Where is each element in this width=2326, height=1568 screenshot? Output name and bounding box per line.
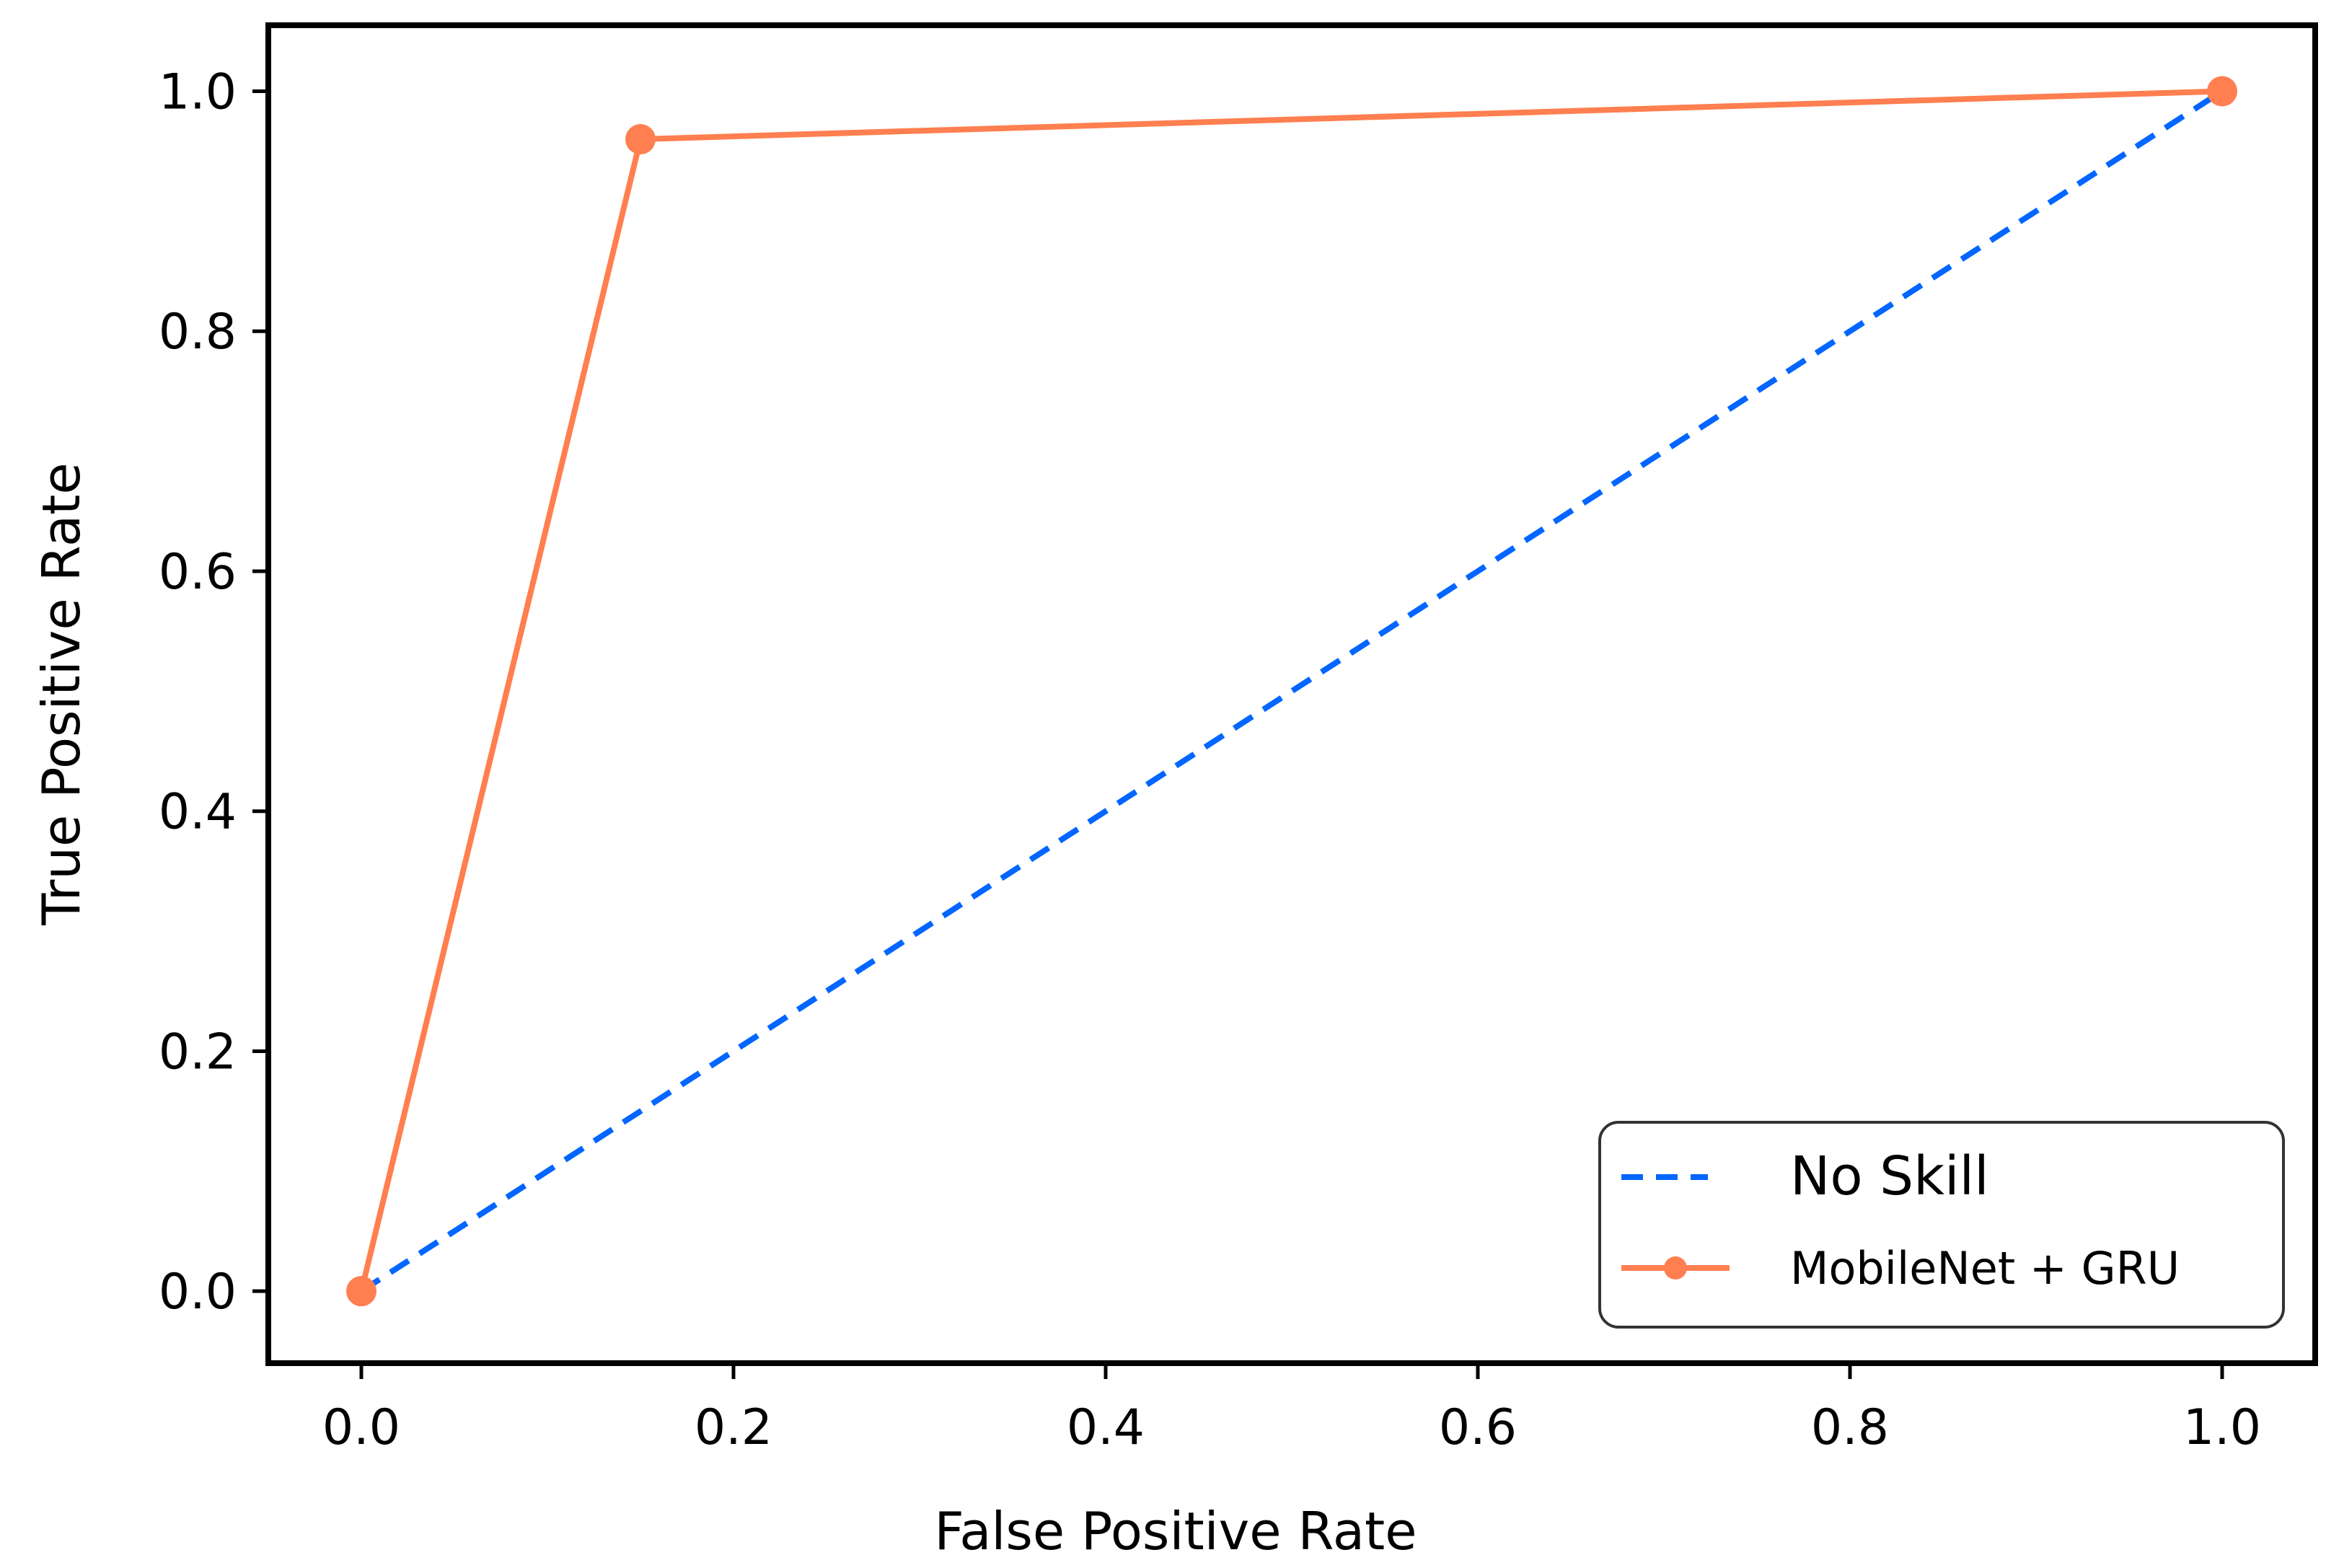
y-tick-label: 0.4	[159, 784, 237, 841]
model-roc-point	[346, 1276, 376, 1307]
x-tick-label: 0.2	[695, 1399, 772, 1456]
legend: No Skill MobileNet + GRU	[1598, 1121, 2285, 1329]
model-roc-point	[2207, 76, 2237, 107]
series-layer	[346, 76, 2237, 1307]
legend-model-label: MobileNet + GRU	[1790, 1242, 2180, 1295]
y-tick-label: 0.8	[159, 304, 237, 361]
no-skill-line	[359, 89, 2224, 1294]
plot-frame	[265, 22, 2318, 1366]
x-tick-label: 0.6	[1439, 1399, 1517, 1456]
y-tick-label: 0.6	[159, 544, 237, 601]
y-tick-label: 0.2	[159, 1023, 237, 1080]
legend-box	[1598, 1121, 2285, 1329]
y-tick-label: 0.0	[159, 1264, 237, 1321]
legend-no-skill-label: No Skill	[1790, 1145, 1989, 1207]
legend-model-marker	[1664, 1256, 1687, 1279]
x-tick-label: 0.8	[1811, 1399, 1889, 1456]
x-axis-ticks: 0.0 0.2 0.4 0.6 0.8 1.0	[322, 1363, 2261, 1456]
y-axis-label: True Positive Rate	[31, 462, 92, 925]
x-tick-label: 1.0	[2183, 1399, 2261, 1456]
x-axis-label: False Positive Rate	[934, 1501, 1417, 1562]
model-roc-point	[625, 124, 656, 155]
x-tick-label: 0.0	[322, 1399, 400, 1456]
x-tick-label: 0.4	[1067, 1399, 1145, 1456]
y-tick-label: 1.0	[159, 64, 237, 121]
y-axis-ticks: 0.0 0.2 0.4 0.6 0.8 1.0	[159, 64, 268, 1321]
